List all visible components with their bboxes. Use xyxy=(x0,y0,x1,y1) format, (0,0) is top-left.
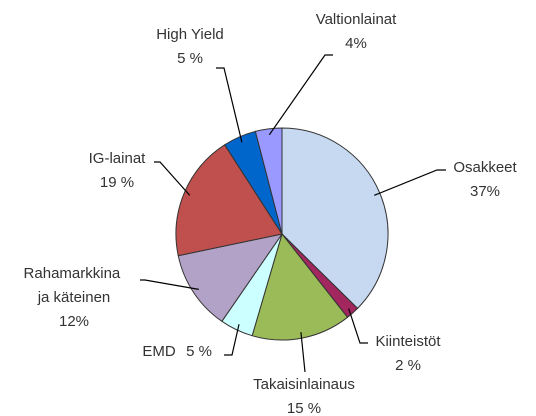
slice-label: High Yield xyxy=(156,26,224,43)
pie-slice xyxy=(177,233,284,323)
slice-label: IG-lainat xyxy=(89,150,147,167)
value-label: 37% xyxy=(470,183,500,200)
leader-line xyxy=(374,169,446,196)
value-label: 2 % xyxy=(395,357,421,374)
leader-line xyxy=(154,161,191,196)
slice-label: Kiinteistöt xyxy=(375,333,441,350)
pie-slice xyxy=(175,144,283,257)
value-label: 15 % xyxy=(287,400,321,416)
leader-line xyxy=(224,324,240,356)
leader-line xyxy=(140,279,199,290)
slice-label: Rahamarkkina ja käteinen xyxy=(24,265,125,306)
value-label: 5 % xyxy=(186,343,212,360)
value-label: 4% xyxy=(345,35,367,52)
pie-slice xyxy=(254,127,283,235)
value-label: 5 % xyxy=(177,50,203,67)
leader-line xyxy=(216,67,243,143)
value-label: 19 % xyxy=(100,174,134,191)
leader-line xyxy=(268,54,333,136)
slice-label: Valtionlainat xyxy=(316,11,397,28)
slice-label: Takaisinlainaus xyxy=(253,376,355,393)
label-line: ja käteinen xyxy=(37,289,111,306)
slice-label: Osakkeet xyxy=(453,159,517,176)
slice-label: EMD xyxy=(142,343,176,360)
value-label: 12% xyxy=(59,313,89,330)
label-line: Rahamarkkina xyxy=(24,265,125,282)
leader-line xyxy=(300,332,306,373)
leader-line xyxy=(348,308,368,344)
